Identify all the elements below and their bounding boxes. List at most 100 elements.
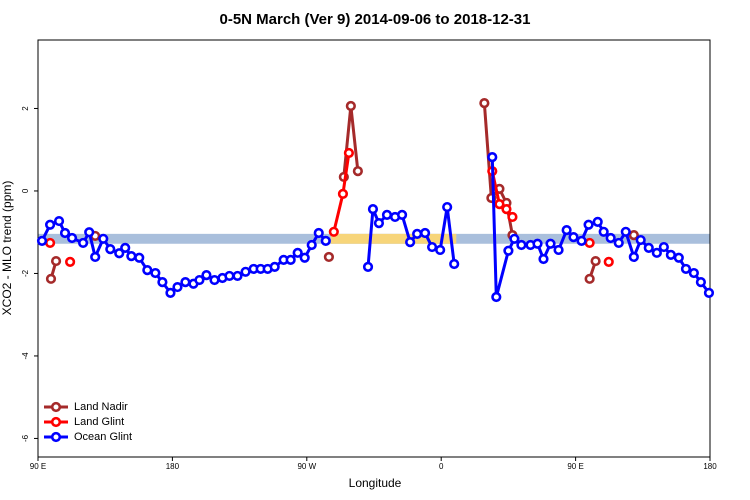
data-point — [584, 237, 595, 249]
data-point — [240, 266, 251, 277]
chart-title: 0-5N March (Ver 9) 2014-09-06 to 2018-12… — [219, 11, 530, 28]
data-point — [538, 253, 549, 265]
data-point — [224, 270, 235, 282]
data-point — [405, 237, 416, 248]
x-tick-label: 0 — [439, 462, 444, 471]
data-point — [491, 291, 502, 303]
data-point — [180, 277, 191, 288]
reference-band — [330, 233, 457, 244]
data-point — [532, 238, 543, 249]
data-point — [695, 277, 706, 288]
data-point — [45, 273, 57, 284]
data-point — [503, 245, 514, 256]
data-point — [150, 267, 161, 279]
data-point — [419, 227, 431, 239]
data-point — [44, 237, 56, 249]
data-point — [292, 247, 303, 258]
legend-label: Ocean Glint — [74, 431, 132, 443]
y-axis-label: XCO2 - MLO trend (ppm) — [0, 181, 14, 316]
y-tick-label: -4 — [21, 352, 30, 360]
data-point — [134, 252, 145, 263]
data-point — [59, 227, 71, 239]
data-point — [90, 251, 101, 263]
data-point — [620, 226, 631, 237]
data-point — [165, 287, 176, 298]
data-point — [592, 216, 603, 227]
data-point — [605, 232, 616, 244]
y-tick-label: 0 — [21, 188, 30, 193]
data-point — [65, 256, 76, 268]
data-point — [568, 232, 579, 243]
data-point — [98, 233, 109, 244]
data-point — [352, 166, 363, 177]
x-tick-label: 180 — [703, 462, 717, 471]
data-point — [501, 204, 512, 215]
data-point — [628, 229, 639, 241]
data-point — [269, 261, 280, 272]
data-point — [584, 273, 595, 284]
y-tick-label: 2 — [21, 106, 30, 111]
data-point — [105, 244, 116, 255]
data-point — [66, 232, 78, 244]
data-point — [306, 239, 317, 251]
data-point — [328, 226, 339, 237]
data-point — [343, 147, 355, 159]
data-point — [84, 227, 95, 238]
data-point — [320, 235, 331, 246]
data-point — [516, 239, 527, 251]
x-tick-label: 90 E — [30, 462, 46, 471]
series-line — [490, 157, 711, 298]
data-point — [313, 227, 324, 239]
data-point — [494, 199, 505, 210]
data-point — [172, 281, 183, 293]
data-point — [507, 211, 518, 223]
data-point — [345, 100, 356, 112]
data-point — [77, 237, 89, 249]
x-axis-label: Longitude — [349, 476, 402, 490]
data-point — [285, 254, 296, 265]
data-point — [583, 219, 594, 230]
data-point — [36, 235, 48, 246]
legend-marker — [50, 416, 62, 428]
data-point — [688, 267, 699, 279]
data-point — [545, 238, 556, 249]
data-point — [658, 241, 669, 253]
data-point — [673, 252, 684, 263]
data-point — [576, 235, 587, 246]
data-point — [509, 233, 520, 244]
data-point — [561, 225, 572, 236]
data-point — [603, 256, 614, 268]
data-point — [114, 248, 125, 259]
data-point — [381, 209, 393, 220]
y-tick-label: -6 — [21, 434, 30, 442]
data-point — [442, 201, 453, 213]
data-point — [194, 274, 205, 286]
data-point — [157, 277, 168, 288]
data-point — [553, 244, 564, 256]
data-point — [126, 251, 137, 262]
data-point — [362, 261, 374, 272]
data-point — [120, 242, 131, 253]
y-tick-label: -2 — [21, 269, 30, 277]
data-point — [44, 219, 56, 230]
legend-label: Land Glint — [74, 416, 124, 428]
legend-marker — [50, 401, 62, 413]
data-point — [680, 263, 692, 275]
data-point — [396, 209, 408, 220]
x-tick-label: 180 — [166, 462, 180, 471]
legend-label: Land Nadir — [74, 401, 128, 413]
data-point — [209, 274, 220, 286]
data-point — [426, 241, 438, 253]
data-point — [373, 218, 385, 229]
data-point — [323, 251, 335, 263]
data-point — [703, 287, 715, 298]
data-point — [590, 255, 601, 267]
data-point — [412, 228, 423, 239]
data-point — [142, 265, 153, 276]
data-point — [665, 249, 676, 260]
data-point — [651, 247, 662, 258]
x-tick-label: 90 E — [567, 462, 583, 471]
data-point — [598, 226, 609, 237]
data-point — [232, 270, 243, 282]
